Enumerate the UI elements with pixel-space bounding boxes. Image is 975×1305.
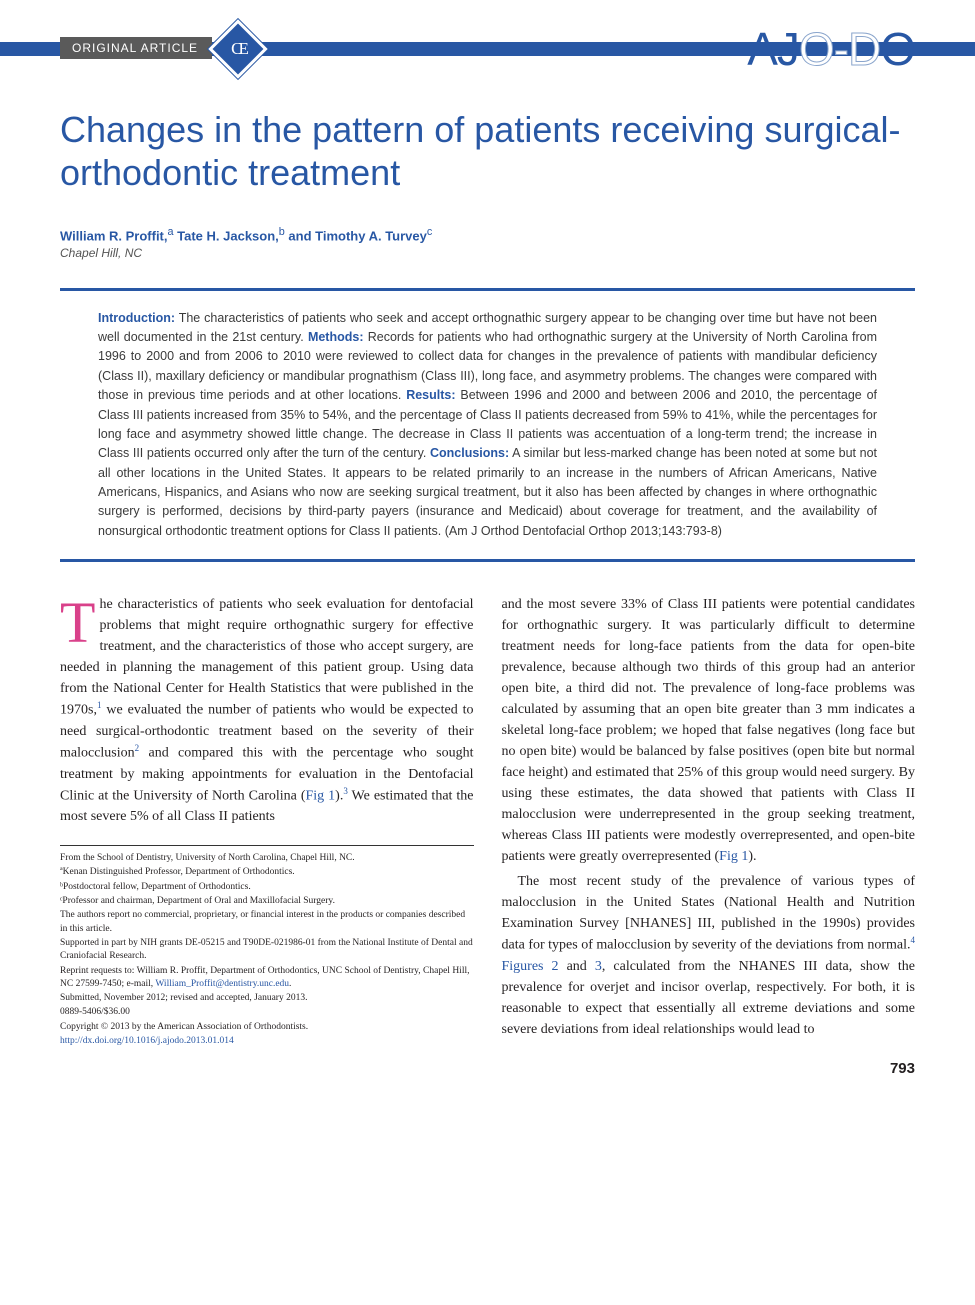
footnote-from: From the School of Dentistry, University… [60, 852, 474, 865]
abstract-text: Introduction: The characteristics of pat… [98, 309, 877, 542]
p3-c: and [559, 959, 595, 974]
footnote-b: ᵇPostdoctoral fellow, Department of Orth… [60, 881, 474, 894]
abstract-methods-label: Methods: [308, 330, 364, 344]
body-paragraph-2: and the most severe 33% of Class III pat… [502, 594, 916, 867]
dropcap: T [60, 594, 99, 647]
body-paragraph-1: The characteristics of patients who seek… [60, 594, 474, 827]
article-type-badge: ORIGINAL ARTICLE [60, 37, 212, 59]
abstract-intro-label: Introduction: [98, 311, 175, 325]
reprint-email-link[interactable]: William_Proffit@dentistry.unc.edu [155, 979, 289, 989]
p1-a: he characteristics of patients who seek … [60, 597, 474, 718]
page-content: Changes in the pattern of patients recei… [0, 108, 975, 1048]
footnote-a: ªKenan Distinguished Professor, Departme… [60, 866, 474, 879]
footnote-issn: 0889-5406/$36.00 [60, 1006, 474, 1019]
logo-mid: O-D [799, 23, 880, 75]
figure-ref-2[interactable]: Figures 2 [502, 959, 559, 974]
header-band: ORIGINAL ARTICLE CE AJO-DO [0, 20, 975, 80]
footnote-disclosure: The authors report no commercial, propri… [60, 909, 474, 936]
article-title: Changes in the pattern of patients recei… [60, 108, 915, 194]
logo-pre: AJ [747, 23, 799, 75]
p2-b: ). [748, 849, 756, 864]
footnote-funding: Supported in part by NIH grants DE-05215… [60, 937, 474, 964]
doi-link[interactable]: http://dx.doi.org/10.1016/j.ajodo.2013.0… [60, 1036, 234, 1046]
ce-badge: CE [208, 19, 267, 78]
footnote-dates: Submitted, November 2012; revised and ac… [60, 992, 474, 1005]
footnote-reprint: Reprint requests to: William R. Proffit,… [60, 965, 474, 992]
footnote-c: ᶜProfessor and chairman, Department of O… [60, 895, 474, 908]
authors-line: William R. Proffit,a Tate H. Jackson,b a… [60, 226, 915, 243]
footnotes-block: From the School of Dentistry, University… [60, 845, 474, 1048]
abstract-box: Introduction: The characteristics of pat… [60, 288, 915, 563]
p3-a: The most recent study of the prevalence … [502, 874, 916, 953]
author-affiliation: Chapel Hill, NC [60, 246, 915, 260]
figure-ref-1b[interactable]: Fig 1 [719, 849, 748, 864]
footnote-copyright: Copyright © 2013 by the American Associa… [60, 1021, 474, 1034]
figure-ref-1[interactable]: Fig 1 [306, 788, 336, 803]
figure-ref-3[interactable]: 3 [595, 959, 602, 974]
logo-post: O [880, 23, 915, 75]
footnote-reprint-end: . [289, 979, 291, 989]
p2-a: and the most severe 33% of Class III pat… [502, 597, 916, 864]
abstract-conclusions-label: Conclusions: [430, 446, 509, 460]
body-paragraph-3: The most recent study of the prevalence … [502, 871, 916, 1040]
ce-badge-text: CE [220, 31, 256, 67]
journal-logo: AJO-DO [747, 22, 915, 76]
body-columns: The characteristics of patients who seek… [60, 594, 915, 1048]
citation-4[interactable]: 4 [911, 935, 916, 945]
page-number: 793 [0, 1048, 975, 1107]
abstract-results-label: Results: [406, 388, 455, 402]
